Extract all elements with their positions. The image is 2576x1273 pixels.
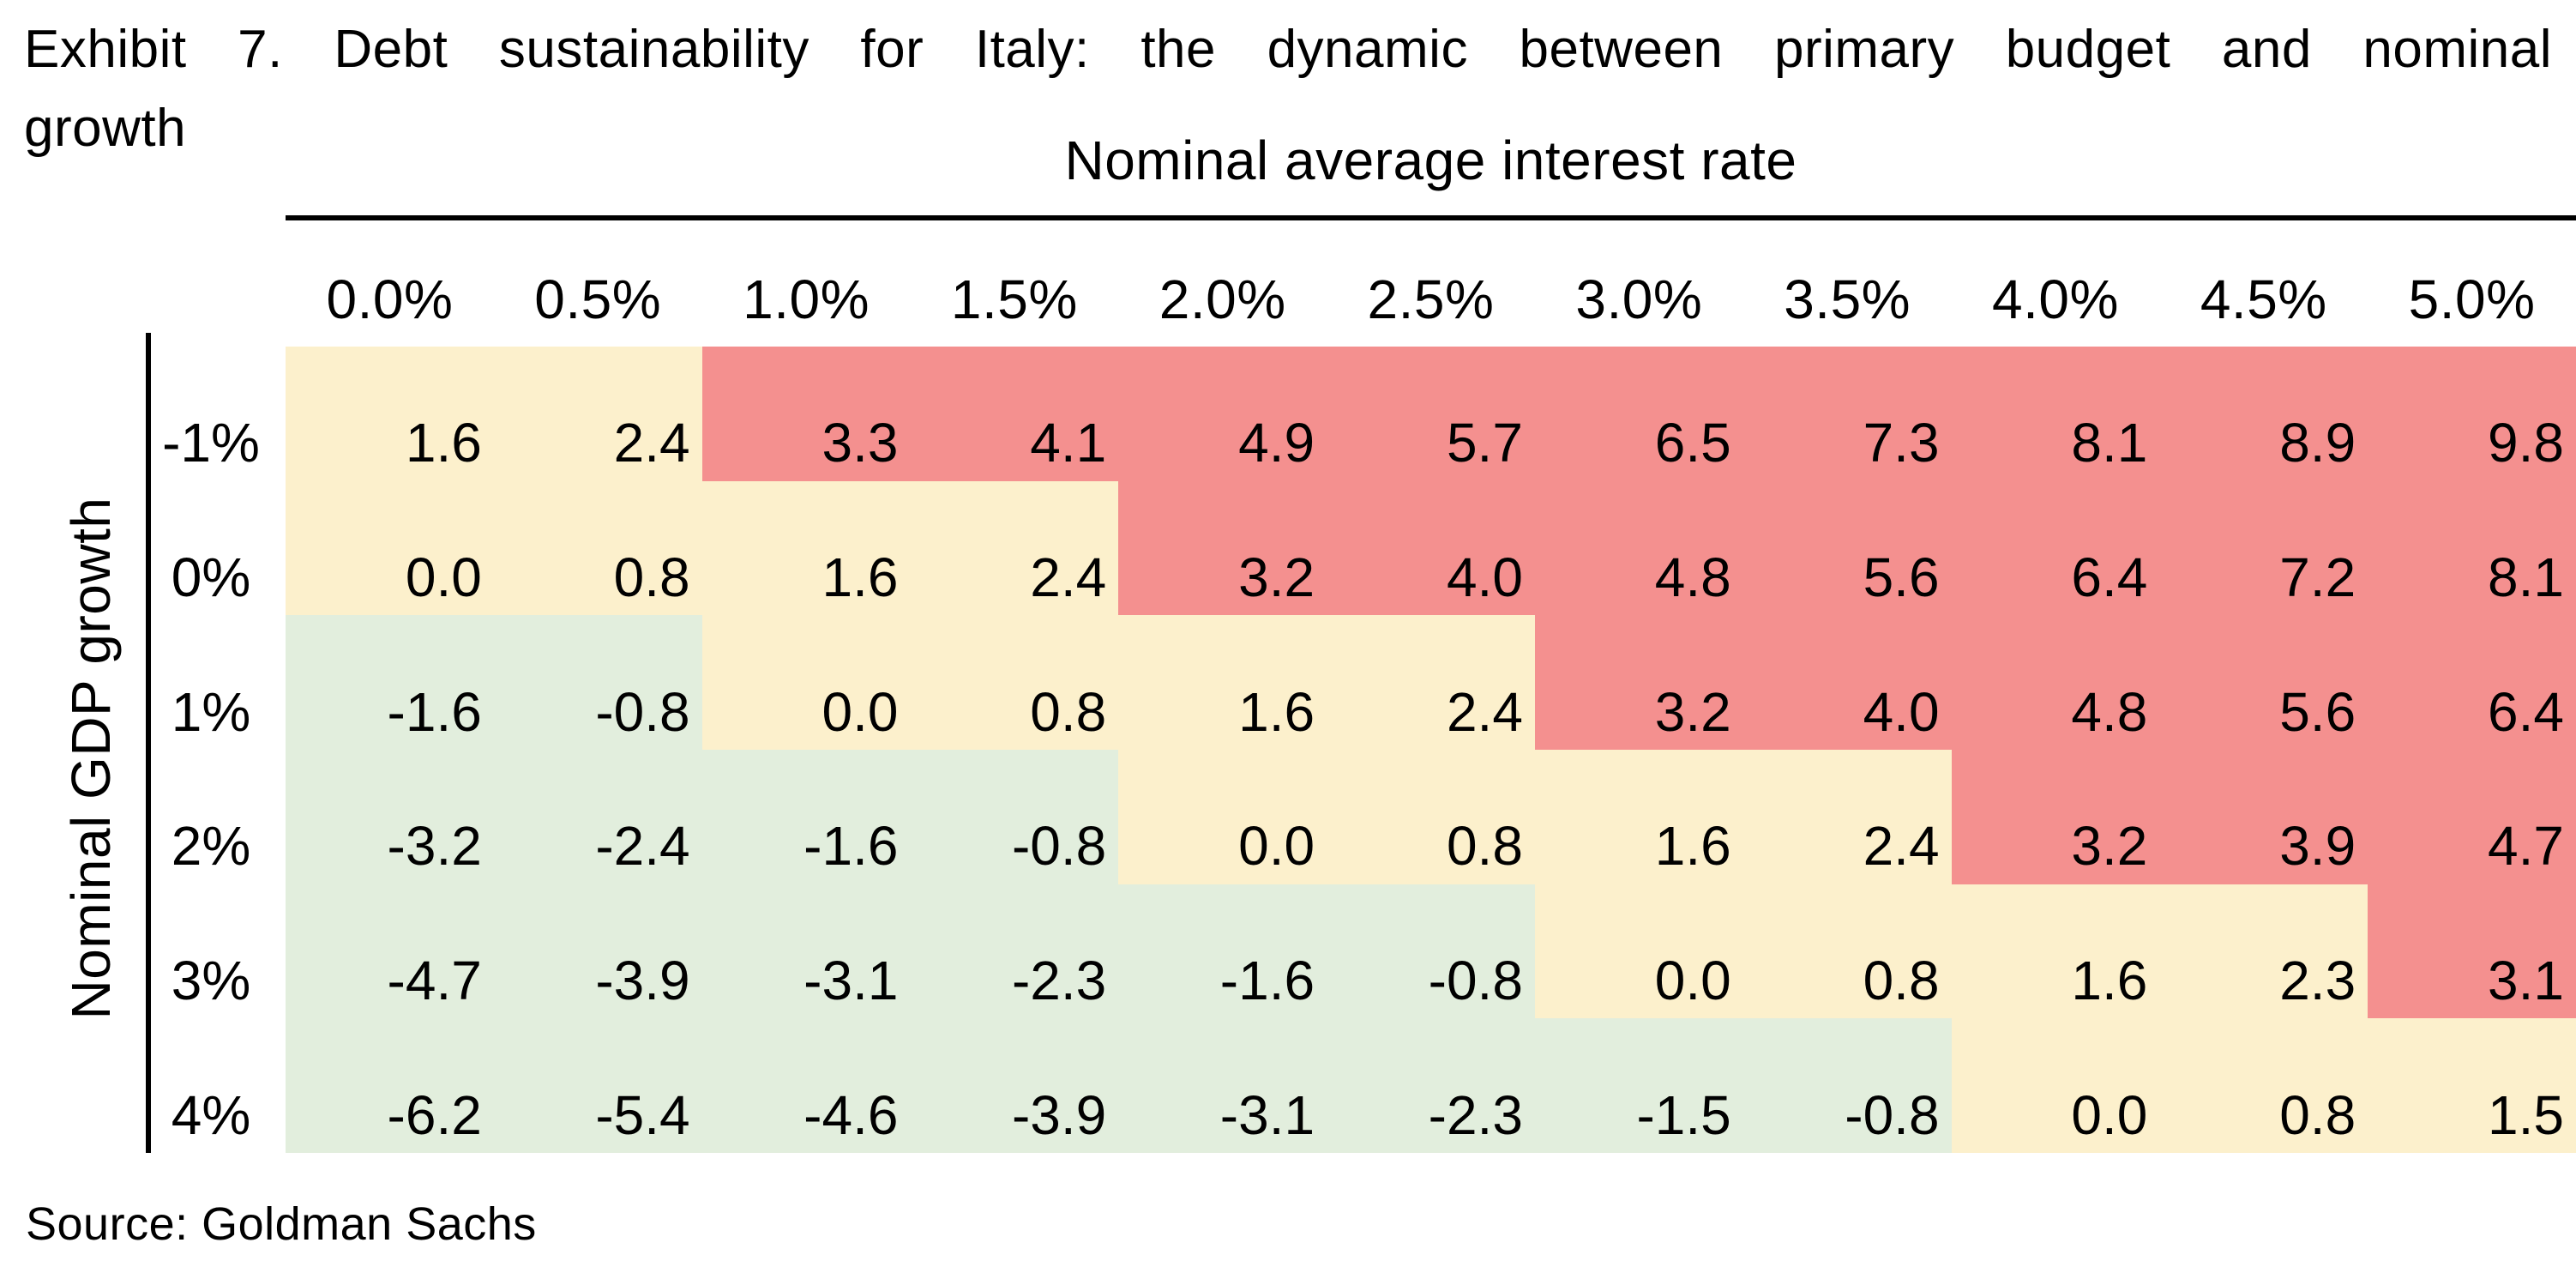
heatmap-cell: 5.6 xyxy=(1742,480,1952,616)
heatmap-cell: 3.2 xyxy=(1951,750,2160,884)
heatmap-cell: 3.9 xyxy=(2159,750,2368,884)
heatmap-cell: -3.2 xyxy=(286,750,494,884)
heatmap-cell: 0.0 xyxy=(286,480,494,616)
column-header: 2.0% xyxy=(1159,268,1286,330)
source-note: Source: Goldman Sachs xyxy=(26,1198,537,1250)
heatmap-cell: 4.8 xyxy=(1951,615,2160,750)
heatmap-cell: 3.2 xyxy=(1118,480,1327,616)
heatmap-cell: 1.6 xyxy=(1951,884,2160,1019)
row-label: 1% xyxy=(171,680,251,743)
exhibit-title-line2: growth xyxy=(24,99,187,158)
heatmap-cell: -0.8 xyxy=(1742,1018,1952,1153)
heatmap-cell: -3.9 xyxy=(910,1018,1119,1153)
heatmap-grid: 1.6 2.4 3.3 4.1 4.9 5.7 6.5 7.3 8.1 8.9 9.8 0.0 0.8 1… xyxy=(286,347,2576,1153)
heatmap-cell: 0.8 xyxy=(2159,1018,2368,1153)
heatmap-cell: -6.2 xyxy=(286,1018,494,1153)
column-headers: 0.0% 0.5% 1.0% 1.5% 2.0% 2.5% 3.0% 3.5% 4.0% 4.5%… xyxy=(286,259,2576,340)
heatmap-cell: -1.6 xyxy=(286,615,494,750)
heatmap-cell: 9.8 xyxy=(2368,347,2576,481)
column-header: 0.0% xyxy=(326,268,454,330)
column-header: 4.0% xyxy=(1992,268,2119,330)
heatmap-cell: 0.8 xyxy=(1327,750,1535,884)
heatmap-cell: 1.5 xyxy=(2368,1018,2576,1153)
heatmap-cell: 8.1 xyxy=(1951,347,2160,481)
heatmap-cell: -2.3 xyxy=(910,884,1119,1019)
heatmap-cell: -0.8 xyxy=(910,750,1119,884)
heatmap-cell: 3.2 xyxy=(1534,615,1743,750)
heatmap-cell: -0.8 xyxy=(1327,884,1535,1019)
heatmap-cell: 2.4 xyxy=(910,480,1119,616)
heatmap-cell: 0.8 xyxy=(493,480,702,616)
heatmap-cell: 5.7 xyxy=(1327,347,1535,481)
heatmap-cell: -2.4 xyxy=(493,750,702,884)
heatmap-cell: -3.1 xyxy=(701,884,911,1019)
heatmap-cell: 4.9 xyxy=(1118,347,1327,481)
row-label: -1% xyxy=(162,412,260,474)
heatmap-cell: 7.3 xyxy=(1742,347,1952,481)
row-label: 0% xyxy=(171,546,251,608)
row-labels: -1% 0% 1% 2% 3% 4% xyxy=(120,347,302,1153)
exhibit-title: Exhibit 7. Debt sustainability for Italy… xyxy=(24,10,2552,168)
row-label: 4% xyxy=(171,1083,251,1146)
heatmap-cell: -0.8 xyxy=(493,615,702,750)
heatmap-cell: 6.4 xyxy=(2368,615,2576,750)
heatmap-cell: 6.4 xyxy=(1951,480,2160,616)
column-header: 1.5% xyxy=(950,268,1078,330)
heatmap-cell: 1.6 xyxy=(286,347,494,481)
heatmap-cell: 4.1 xyxy=(910,347,1119,481)
heatmap-cell: 0.0 xyxy=(701,615,911,750)
heatmap-cell: 0.8 xyxy=(1742,884,1952,1019)
heatmap-cell: 6.5 xyxy=(1534,347,1743,481)
heatmap-cell: -3.9 xyxy=(493,884,702,1019)
heatmap-cell: 8.1 xyxy=(2368,480,2576,616)
heatmap-cell: 4.0 xyxy=(1327,480,1535,616)
y-axis-line xyxy=(146,333,151,1153)
column-header: 0.5% xyxy=(534,268,662,330)
row-label: 3% xyxy=(171,949,251,1011)
heatmap-cell: 0.8 xyxy=(910,615,1119,750)
heatmap-cell: -1.5 xyxy=(1534,1018,1743,1153)
heatmap-cell: 7.2 xyxy=(2159,480,2368,616)
heatmap-cell: 3.1 xyxy=(2368,884,2576,1019)
column-header: 3.0% xyxy=(1575,268,1703,330)
heatmap-cell: 0.0 xyxy=(1951,1018,2160,1153)
x-axis-title: Nominal average interest rate xyxy=(1064,130,1797,191)
column-header: 2.5% xyxy=(1367,268,1495,330)
heatmap-cell: -5.4 xyxy=(493,1018,702,1153)
heatmap-cell: 4.8 xyxy=(1534,480,1743,616)
heatmap-cell: 2.4 xyxy=(1742,750,1952,884)
heatmap-cell: 1.6 xyxy=(1118,615,1327,750)
column-header: 1.0% xyxy=(743,268,870,330)
heatmap-cell: 8.9 xyxy=(2159,347,2368,481)
heatmap-cell: -4.6 xyxy=(701,1018,911,1153)
heatmap-cell: 5.6 xyxy=(2159,615,2368,750)
heatmap-cell: -1.6 xyxy=(701,750,911,884)
heatmap-cell: 1.6 xyxy=(701,480,911,616)
heatmap-cell: 0.0 xyxy=(1118,750,1327,884)
exhibit-title-line1: Exhibit 7. Debt sustainability for Italy… xyxy=(24,20,2552,79)
heatmap-cell: 4.0 xyxy=(1742,615,1952,750)
heatmap-cell: 0.0 xyxy=(1534,884,1743,1019)
heatmap-cell: 2.4 xyxy=(1327,615,1535,750)
heatmap-cell: 2.4 xyxy=(493,347,702,481)
heatmap-cell: -4.7 xyxy=(286,884,494,1019)
column-header: 3.5% xyxy=(1784,268,1911,330)
heatmap-cell: -2.3 xyxy=(1327,1018,1535,1153)
heatmap-cell: 3.3 xyxy=(701,347,911,481)
heatmap-cell: -1.6 xyxy=(1118,884,1327,1019)
heatmap-cell: 4.7 xyxy=(2368,750,2576,884)
column-header: 5.0% xyxy=(2408,268,2536,330)
heatmap-cell: 2.3 xyxy=(2159,884,2368,1019)
column-header: 4.5% xyxy=(2200,268,2327,330)
x-axis-rule xyxy=(286,215,2576,220)
row-label: 2% xyxy=(171,815,251,878)
heatmap-cell: -3.1 xyxy=(1118,1018,1327,1153)
y-axis-title: Nominal GDP growth xyxy=(60,497,122,1020)
heatmap-cell: 1.6 xyxy=(1534,750,1743,884)
